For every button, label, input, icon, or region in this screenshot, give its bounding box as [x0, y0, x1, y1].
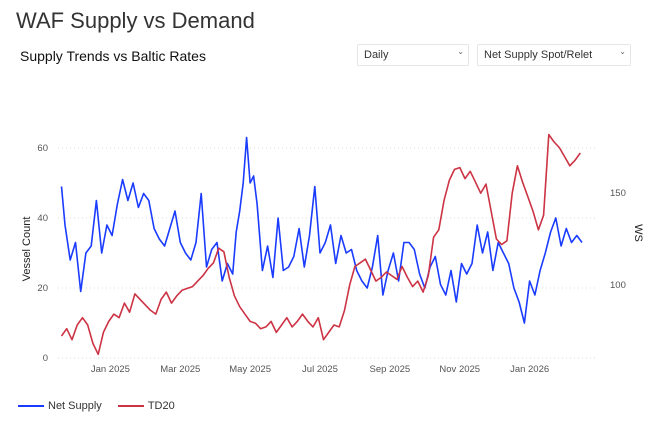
y-right-tick-label: 100 [610, 280, 626, 291]
frequency-dropdown[interactable]: Daily ⌄ [357, 44, 469, 66]
x-tick-label: Jan 2026 [510, 364, 549, 375]
y-axis-label-left: Vessel Count [21, 217, 33, 282]
x-tick-label: Jan 2025 [91, 364, 130, 375]
y-right-axis: 100 150 [610, 188, 626, 291]
x-axis: Jan 2025 Mar 2025 May 2025 Jul 2025 Sep 2025… [91, 364, 549, 375]
x-tick-label: Jul 2025 [302, 364, 338, 375]
y-right-tick-label: 150 [610, 188, 626, 199]
chart-title: Supply Trends vs Baltic Rates [20, 48, 206, 64]
y-left-tick-label: 40 [37, 213, 48, 224]
frequency-selected-value: Daily [364, 49, 389, 61]
series-line-td20 [60, 133, 581, 356]
x-tick-label: Nov 2025 [439, 364, 480, 375]
y-axis-label-right: WS [632, 224, 644, 242]
chart-legend: Net Supply TD20 [18, 400, 175, 412]
legend-swatch-td20 [117, 405, 144, 407]
legend-label-net-supply: Net Supply [48, 400, 102, 412]
chevron-down-icon: ⌄ [619, 47, 626, 56]
y-left-tick-label: 60 [37, 143, 48, 154]
legend-swatch-net-supply [18, 405, 44, 407]
legend-item-td20[interactable]: TD20 [117, 400, 175, 412]
legend-item-net-supply[interactable]: Net Supply [18, 400, 102, 412]
metric-dropdown[interactable]: Net Supply Spot/Relet ⌄ [477, 44, 631, 66]
y-left-tick-label: 0 [43, 353, 48, 364]
metric-selected-value: Net Supply Spot/Relet [484, 49, 593, 61]
x-tick-label: Sep 2025 [370, 364, 411, 375]
legend-label-td20: TD20 [147, 400, 175, 412]
chart-grid [58, 147, 596, 359]
x-tick-label: Mar 2025 [160, 364, 200, 375]
y-left-tick-label: 20 [37, 283, 48, 294]
page-title: WAF Supply vs Demand [16, 8, 255, 33]
series-lines [60, 133, 583, 356]
chevron-down-icon: ⌄ [457, 47, 464, 56]
y-left-axis: 0 20 40 60 [37, 143, 48, 364]
x-tick-label: May 2025 [229, 364, 271, 375]
series-line-net-supply [60, 136, 583, 324]
